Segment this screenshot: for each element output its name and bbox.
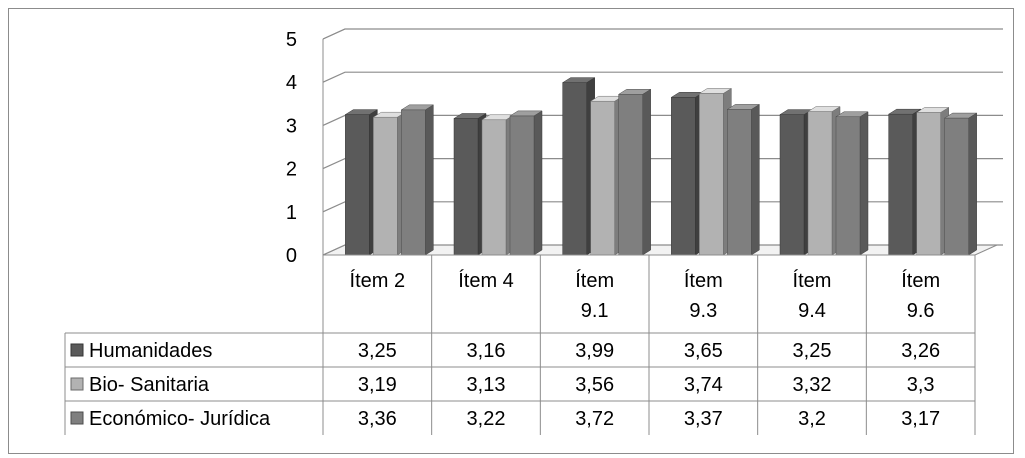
chart-frame: 0 1 2 3 4 5 Ítem 2 Ítem 4 Ítem 9.1 Ítem 9.3 Ítem 9.4 Í… [8, 8, 1014, 454]
bar [835, 116, 861, 256]
bar-side [968, 112, 977, 256]
bar [373, 116, 398, 256]
bar-side [751, 103, 760, 256]
x-category-label: 9.1 [581, 300, 609, 322]
legend-label: Humanidades [89, 340, 212, 362]
bar-top [561, 77, 596, 83]
x-category-label: Ítem [684, 269, 723, 292]
bar [345, 114, 370, 256]
data-cell: 3,72 [575, 408, 614, 430]
data-cell: 3,74 [684, 374, 723, 396]
bar [590, 100, 615, 256]
bar-top [807, 106, 841, 112]
bar-side [533, 110, 543, 256]
bar [779, 114, 805, 256]
data-cell: 3,2 [798, 408, 826, 430]
data-cell: 3,65 [684, 340, 723, 362]
data-cell: 3,13 [467, 374, 506, 396]
data-cell: 3,17 [901, 408, 940, 430]
bar [916, 112, 941, 256]
bar-top [509, 110, 543, 117]
bar-top [698, 88, 733, 94]
bar-top [915, 107, 950, 113]
data-cell: 3,37 [684, 408, 723, 430]
legend-swatch [70, 411, 84, 425]
bar [888, 113, 913, 256]
bar [671, 97, 696, 256]
bar [562, 82, 587, 256]
data-cell: 3,36 [358, 408, 397, 430]
bar-top [400, 104, 435, 111]
data-cell: 3,99 [575, 340, 614, 362]
bar-side [425, 104, 434, 256]
bar [807, 111, 833, 256]
gridline [322, 28, 1003, 40]
bar [401, 109, 426, 256]
bar-chart: 0 1 2 3 4 5 Ítem 2 Ítem 4 Ítem 9.1 Ítem 9.3 Ítem 9.4 Í… [64, 28, 1003, 435]
bar [481, 119, 507, 256]
bar-top [344, 109, 379, 115]
data-cell: 3,19 [358, 374, 397, 396]
bar [944, 117, 969, 256]
legend-label: Bio- Sanitaria [89, 374, 210, 396]
bar-side [859, 111, 869, 256]
x-category-label: Ítem [901, 269, 940, 292]
bar-top [617, 89, 652, 95]
data-cell: 3,3 [907, 374, 935, 396]
data-cell: 3,25 [358, 340, 397, 362]
x-category-label: 9.3 [689, 300, 717, 322]
bar-top [453, 113, 487, 119]
bar-side [642, 88, 651, 256]
data-cell: 3,25 [793, 340, 832, 362]
gridline [322, 71, 1003, 83]
data-cell: 3,56 [575, 374, 614, 396]
y-tick-label: 2 [286, 159, 297, 181]
data-cell: 3,26 [901, 340, 940, 362]
bar-top [835, 111, 869, 118]
data-cell: 3,32 [793, 374, 832, 396]
y-tick-label: 0 [286, 245, 297, 267]
x-category-label: Ítem [793, 269, 832, 292]
legend-swatch [70, 377, 84, 391]
x-category-label: Ítem 2 [350, 269, 406, 292]
y-tick-label: 4 [286, 72, 297, 94]
x-category-label: Ítem [575, 269, 614, 292]
bar [699, 93, 724, 256]
bar-top [726, 104, 761, 110]
bar [618, 94, 643, 256]
bar-top [887, 108, 922, 115]
x-category-label: 9.6 [907, 300, 935, 322]
y-tick-label: 1 [286, 202, 297, 224]
bar-top [943, 112, 978, 119]
bar [453, 118, 479, 256]
y-tick-label: 3 [286, 115, 297, 137]
legend-label: Económico- Jurídica [89, 408, 271, 430]
bar [509, 115, 535, 256]
x-category-label: Ítem 4 [458, 269, 514, 292]
legend-swatch [70, 343, 84, 357]
x-category-label: 9.4 [798, 300, 826, 322]
data-cell: 3,16 [467, 340, 506, 362]
y-tick-label: 5 [286, 29, 297, 51]
bar [727, 109, 752, 256]
data-cell: 3,22 [467, 408, 506, 430]
